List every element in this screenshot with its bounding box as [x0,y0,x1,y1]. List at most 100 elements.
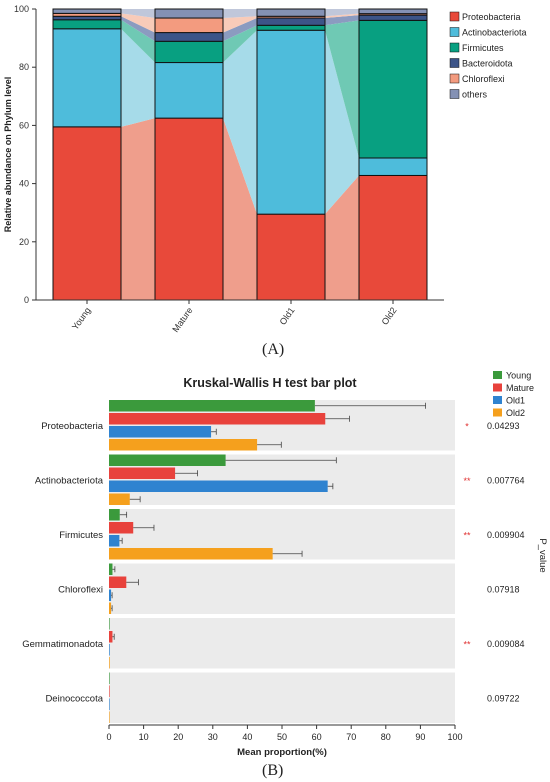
legend-label-old1: Old1 [506,396,525,406]
y-tick-label: 100 [14,4,29,14]
bar-old1 [109,426,212,438]
p-value: 0.007764 [487,475,525,485]
band-others [121,9,155,19]
x-tick-label: 10 [139,732,149,742]
legend-label-actinobacteriota: Actinobacteriota [462,28,527,38]
legend-label-others: others [462,90,488,100]
bar-mature [109,413,326,425]
bar-segment-firmicutes [256,24,326,31]
band-firmicutes [121,19,155,63]
bar-mature [109,467,176,479]
x-tick-label: 100 [447,732,462,742]
bar-segment-chloroflexi [154,17,224,34]
legend-swatch-chloroflexi [449,73,460,84]
x-tick-label: 50 [277,732,287,742]
bar-segment-others [52,8,122,14]
legend-label-chloroflexi: Chloroflexi [462,74,505,84]
y-tick-label: 60 [19,120,29,130]
category-label: Actinobacteriota [35,475,104,486]
bar-mature [109,685,110,697]
bar-mature [109,522,134,534]
x-tick-label: Young [70,305,93,331]
category-label: Chloroflexi [58,584,103,595]
bar-segment-bacteroidota [358,14,428,21]
bar-segment-proteobacteria [358,174,428,301]
bar-young [109,618,110,630]
p-value: 0.04293 [487,421,520,431]
x-tick-label: Old1 [278,305,297,326]
legend-swatch-young [493,371,502,379]
bar-old1 [109,644,110,656]
band-actinobacteriota [325,30,359,215]
legend-label-young: Young [506,371,531,381]
legend-swatch-mature [493,383,502,392]
panel-a-label: (A) [262,341,285,358]
stacked-area-chart: Young Mature Old1 Old2 0 20 40 60 80 100 Relative … [3,4,527,334]
band-firmicutes [325,20,359,158]
bar-segment-proteobacteria [256,213,326,301]
y-tick-label: 0 [24,295,29,305]
bar-mature [109,631,113,643]
bar-young [109,509,120,521]
bar-segment-others [256,8,326,17]
band-chloroflexi [223,16,257,33]
bar-segment-bacteroidota [154,32,224,42]
x-tick-label: 30 [208,732,218,742]
band-chloroflexi [325,13,359,19]
category-band [109,672,455,723]
legend-swatch-actinobacteriota [449,27,460,37]
band-others [325,9,359,17]
legend-label-proteobacteria: Proteobacteria [462,12,521,22]
band-proteobacteria [325,175,359,300]
bar-young [109,563,113,575]
legend-swatch-old1 [493,396,502,404]
bar-old2 [109,493,130,505]
bar-young [109,400,315,412]
bar-old2 [109,657,110,669]
significance-marker: ** [463,476,471,486]
legend-label-bacteroidota: Bacteroidota [462,59,513,69]
bar-segment-proteobacteria [52,126,122,301]
kruskal-wallis-bar-chart: Kruskal-Wallis H test bar plot Proteobact… [22,371,548,759]
bar-segment-firmicutes [52,19,122,30]
band-proteobacteria [223,118,257,300]
category-label: Firmicutes [59,530,103,541]
y-axis-title: Relative abundance on Phylum level [3,77,13,233]
x-tick-label: 80 [381,732,391,742]
bar-segment-proteobacteria [154,117,224,301]
category-label: Proteobacteria [41,421,104,432]
bar-segment-others [154,8,224,19]
legend-swatch-others [449,89,460,99]
band-actinobacteriota [121,28,155,127]
band-actinobacteriota [223,30,257,215]
bar-segment-firmicutes [154,40,224,64]
bar-segment-firmicutes [358,19,428,159]
p-value: 0.07918 [487,584,520,594]
band-proteobacteria [121,118,155,300]
category-label: Gemmatimonadota [22,639,104,650]
category-band [109,618,455,669]
band-others [223,9,257,19]
x-axis-title: Mean proportion(%) [237,747,327,758]
bar-old1 [109,698,110,710]
x-tick-label: 60 [312,732,322,742]
bar-old2 [109,602,112,614]
bar-old1 [109,535,120,547]
bar-segment-actinobacteriota [358,157,428,176]
x-tick-label: 0 [106,732,111,742]
p-value: 0.009084 [487,639,525,649]
panel-b-label: (B) [262,762,284,779]
significance-marker: ** [463,530,471,540]
legend-label-firmicutes: Firmicutes [462,43,504,53]
x-tick-label: Old2 [380,305,399,326]
p-value-axis-label: P_value [537,538,548,572]
legend-label-old2: Old2 [506,408,525,418]
significance-marker: * [465,421,469,431]
x-tick-label: Mature [170,305,194,334]
bar-mature [109,576,127,588]
x-tick-label: 20 [173,732,183,742]
significance-marker: ** [463,639,471,649]
band-bacteroidota [121,16,155,42]
legend-label-mature: Mature [506,383,534,393]
bar-young [109,672,110,684]
